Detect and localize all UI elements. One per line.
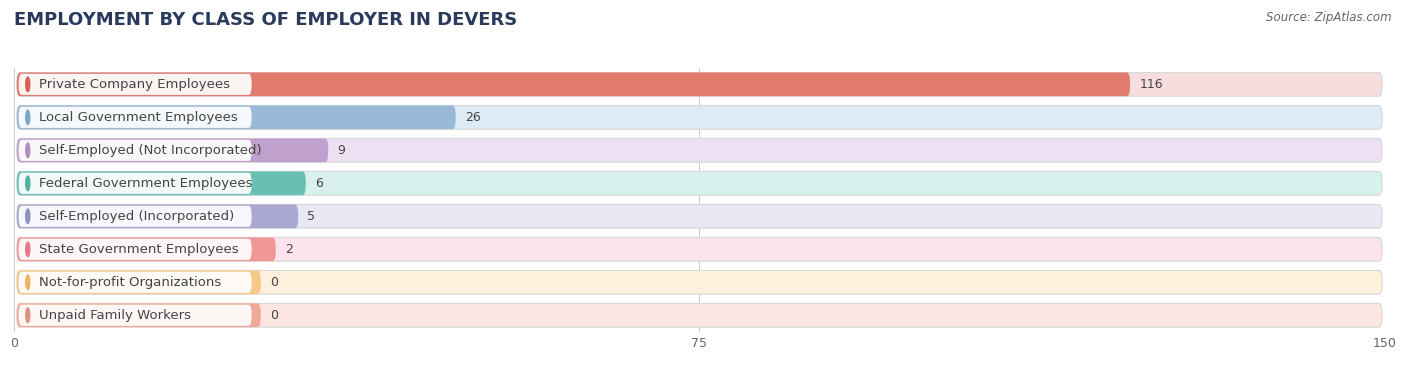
FancyBboxPatch shape bbox=[18, 173, 252, 194]
FancyBboxPatch shape bbox=[17, 204, 1382, 228]
FancyBboxPatch shape bbox=[17, 303, 1382, 327]
Text: Federal Government Employees: Federal Government Employees bbox=[39, 177, 252, 190]
Text: 2: 2 bbox=[285, 243, 292, 256]
FancyBboxPatch shape bbox=[17, 238, 1382, 261]
FancyBboxPatch shape bbox=[17, 238, 276, 261]
Text: 0: 0 bbox=[270, 309, 278, 322]
Text: EMPLOYMENT BY CLASS OF EMPLOYER IN DEVERS: EMPLOYMENT BY CLASS OF EMPLOYER IN DEVER… bbox=[14, 11, 517, 29]
FancyBboxPatch shape bbox=[18, 239, 252, 260]
Text: Self-Employed (Incorporated): Self-Employed (Incorporated) bbox=[39, 210, 233, 223]
Text: Self-Employed (Not Incorporated): Self-Employed (Not Incorporated) bbox=[39, 144, 262, 157]
FancyBboxPatch shape bbox=[18, 74, 252, 95]
FancyBboxPatch shape bbox=[18, 305, 252, 326]
Text: 116: 116 bbox=[1139, 78, 1163, 91]
Text: State Government Employees: State Government Employees bbox=[39, 243, 239, 256]
Circle shape bbox=[25, 275, 30, 290]
FancyBboxPatch shape bbox=[18, 206, 252, 227]
Text: Source: ZipAtlas.com: Source: ZipAtlas.com bbox=[1267, 11, 1392, 24]
Circle shape bbox=[25, 242, 30, 257]
FancyBboxPatch shape bbox=[18, 272, 252, 293]
Text: 0: 0 bbox=[270, 276, 278, 289]
Text: Local Government Employees: Local Government Employees bbox=[39, 111, 238, 124]
Circle shape bbox=[25, 143, 30, 158]
Circle shape bbox=[25, 308, 30, 323]
FancyBboxPatch shape bbox=[17, 172, 305, 195]
Circle shape bbox=[25, 176, 30, 191]
Text: 6: 6 bbox=[315, 177, 323, 190]
Text: 26: 26 bbox=[465, 111, 481, 124]
FancyBboxPatch shape bbox=[18, 140, 252, 161]
Text: Private Company Employees: Private Company Employees bbox=[39, 78, 229, 91]
Text: Not-for-profit Organizations: Not-for-profit Organizations bbox=[39, 276, 221, 289]
Circle shape bbox=[25, 110, 30, 125]
FancyBboxPatch shape bbox=[17, 270, 262, 294]
Circle shape bbox=[25, 209, 30, 224]
FancyBboxPatch shape bbox=[17, 106, 456, 129]
FancyBboxPatch shape bbox=[17, 270, 1382, 294]
FancyBboxPatch shape bbox=[17, 72, 1130, 96]
FancyBboxPatch shape bbox=[17, 106, 1382, 129]
FancyBboxPatch shape bbox=[17, 72, 1382, 96]
FancyBboxPatch shape bbox=[17, 138, 1382, 162]
FancyBboxPatch shape bbox=[17, 204, 298, 228]
FancyBboxPatch shape bbox=[18, 107, 252, 128]
Circle shape bbox=[25, 77, 30, 92]
Text: 9: 9 bbox=[337, 144, 346, 157]
FancyBboxPatch shape bbox=[17, 303, 262, 327]
FancyBboxPatch shape bbox=[17, 138, 328, 162]
Text: Unpaid Family Workers: Unpaid Family Workers bbox=[39, 309, 191, 322]
Text: 5: 5 bbox=[308, 210, 315, 223]
FancyBboxPatch shape bbox=[17, 172, 1382, 195]
